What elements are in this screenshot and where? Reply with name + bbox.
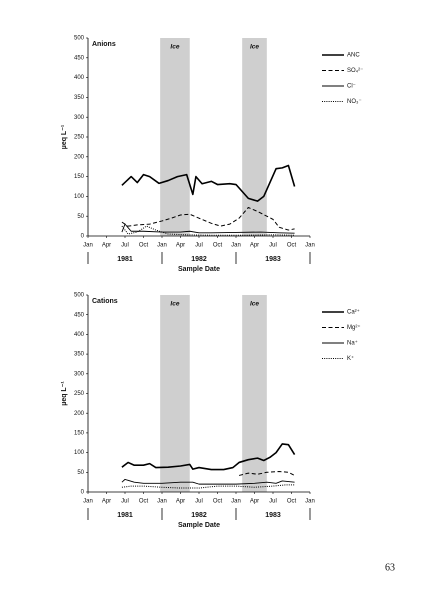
x-tick-label: Oct [287,499,297,505]
x-tick-label: Jan [305,243,315,249]
y-axis-label: µeq L⁻¹ [61,381,68,406]
x-tick-label: Jul [195,243,203,249]
x-tick-label: Apr [176,499,185,505]
y-tick-label: 200 [74,411,85,417]
y-tick-label: 250 [74,391,85,397]
y-tick-label: 0 [81,234,85,240]
x-tick-label: Jan [83,499,93,505]
y-axis-label: µeq L⁻¹ [61,124,68,149]
ice-band [160,38,190,236]
y-tick-label: 150 [74,430,85,436]
ice-label: Ice [170,44,179,51]
x-tick-label: Jan [83,243,93,249]
y-tick-label: 150 [74,174,85,180]
x-axis-label: Sample Date [178,266,220,273]
y-tick-label: 200 [74,154,85,160]
x-tick-label: Jan [305,499,315,505]
x-tick-label: Jan [157,499,167,505]
y-tick-label: 400 [74,332,85,338]
x-tick-label: Jan [231,243,241,249]
series-line [121,484,295,489]
x-tick-label: Jul [269,243,277,249]
year-label: 1982 [191,256,207,263]
legend-label: Cl⁻ [347,84,356,90]
y-tick-label: 50 [77,470,84,476]
panel-title: Anions [92,41,116,48]
x-tick-label: Jul [121,499,129,505]
legend-label: Mg²⁺ [347,324,361,331]
x-tick-label: Jul [195,499,203,505]
year-label: 1981 [117,256,133,263]
y-tick-label: 100 [74,450,85,456]
y-tick-label: 500 [74,293,85,299]
y-tick-label: 100 [74,194,85,200]
series-line [121,164,296,202]
year-label: 1983 [265,512,281,519]
series-line [121,443,296,471]
year-label: 1982 [191,512,207,519]
ice-label: Ice [170,301,179,308]
x-tick-label: Apr [250,499,259,505]
legend-label: K⁺ [347,355,354,362]
series-line [121,225,295,236]
y-tick-label: 250 [74,135,85,141]
x-tick-label: Jan [231,499,241,505]
y-tick-label: 50 [77,214,84,220]
y-tick-label: 0 [81,490,85,496]
x-tick-label: Apr [176,243,185,249]
ice-band [160,295,190,492]
y-tick-label: 500 [74,36,85,42]
ice-label: Ice [250,301,259,308]
x-tick-label: Oct [287,243,297,249]
page-number: 63 [385,562,395,573]
x-tick-label: Oct [213,499,223,505]
y-tick-label: 350 [74,352,85,358]
panel-title: Cations [92,298,118,305]
legend-label: NO₃⁻ [347,99,362,105]
x-tick-label: Jan [157,243,167,249]
x-tick-label: Apr [102,243,111,249]
x-tick-label: Oct [139,243,149,249]
year-label: 1983 [265,256,281,263]
y-tick-label: 350 [74,95,85,101]
ice-label: Ice [250,44,259,51]
ice-band [242,38,267,236]
ice-band [242,295,267,492]
x-axis-label: Sample Date [178,522,220,529]
legend-label: SO₄²⁻ [347,68,363,74]
series-line [238,471,295,476]
y-tick-label: 450 [74,312,85,318]
year-label: 1981 [117,512,133,519]
x-tick-label: Jul [269,499,277,505]
x-tick-label: Apr [102,499,111,505]
y-tick-label: 300 [74,115,85,121]
y-tick-label: 300 [74,371,85,377]
series-line [121,206,295,231]
y-tick-label: 450 [74,55,85,61]
x-tick-label: Oct [213,243,223,249]
legend-label: Ca²⁺ [347,309,360,316]
series-line [121,478,295,485]
legend-label: Na⁺ [347,340,358,347]
series-line [121,223,295,234]
legend-label: ANC [347,53,360,59]
x-tick-label: Oct [139,499,149,505]
x-tick-label: Jul [121,243,129,249]
y-tick-label: 400 [74,75,85,81]
x-tick-label: Apr [250,243,259,249]
